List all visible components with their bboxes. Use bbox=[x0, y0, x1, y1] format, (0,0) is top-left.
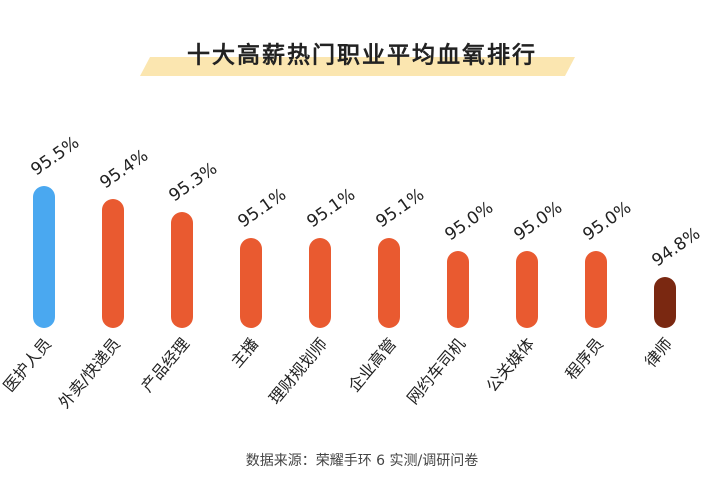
category-label: 产品经理 bbox=[137, 334, 193, 395]
bar bbox=[102, 199, 124, 328]
value-label: 95.0% bbox=[579, 198, 635, 245]
bar bbox=[33, 186, 55, 328]
bar bbox=[585, 251, 607, 328]
bar bbox=[171, 212, 193, 328]
category-label: 律师 bbox=[641, 334, 676, 371]
value-label: 95.1% bbox=[234, 185, 290, 232]
value-label: 95.5% bbox=[27, 133, 83, 180]
value-label: 94.8% bbox=[648, 224, 704, 271]
bar bbox=[447, 251, 469, 328]
category-label: 程序员 bbox=[562, 334, 607, 383]
value-label: 95.3% bbox=[165, 159, 221, 206]
bar bbox=[516, 251, 538, 328]
value-label: 95.1% bbox=[372, 185, 428, 232]
value-label: 95.0% bbox=[441, 198, 497, 245]
category-label: 主播 bbox=[227, 334, 262, 371]
value-label: 95.0% bbox=[510, 198, 566, 245]
category-label: 理财规划师 bbox=[265, 334, 331, 408]
chart-title: 十大高薪热门职业平均血氧排行 bbox=[187, 42, 537, 69]
source: 数据来源：荣耀手环 6 实测/调研问卷 bbox=[246, 453, 479, 469]
category-label: 企业高管 bbox=[344, 334, 400, 395]
value-label: 95.4% bbox=[96, 146, 152, 193]
bar bbox=[378, 238, 400, 328]
category-label: 网约车司机 bbox=[403, 334, 469, 408]
category-label: 公关媒体 bbox=[482, 334, 538, 395]
title-highlight bbox=[140, 57, 575, 76]
category-label: 医护人员 bbox=[0, 334, 55, 395]
bar bbox=[240, 238, 262, 328]
bar bbox=[654, 277, 676, 328]
bar bbox=[309, 238, 331, 328]
category-label: 外卖/快递员 bbox=[55, 334, 124, 412]
value-label: 95.1% bbox=[303, 185, 359, 232]
